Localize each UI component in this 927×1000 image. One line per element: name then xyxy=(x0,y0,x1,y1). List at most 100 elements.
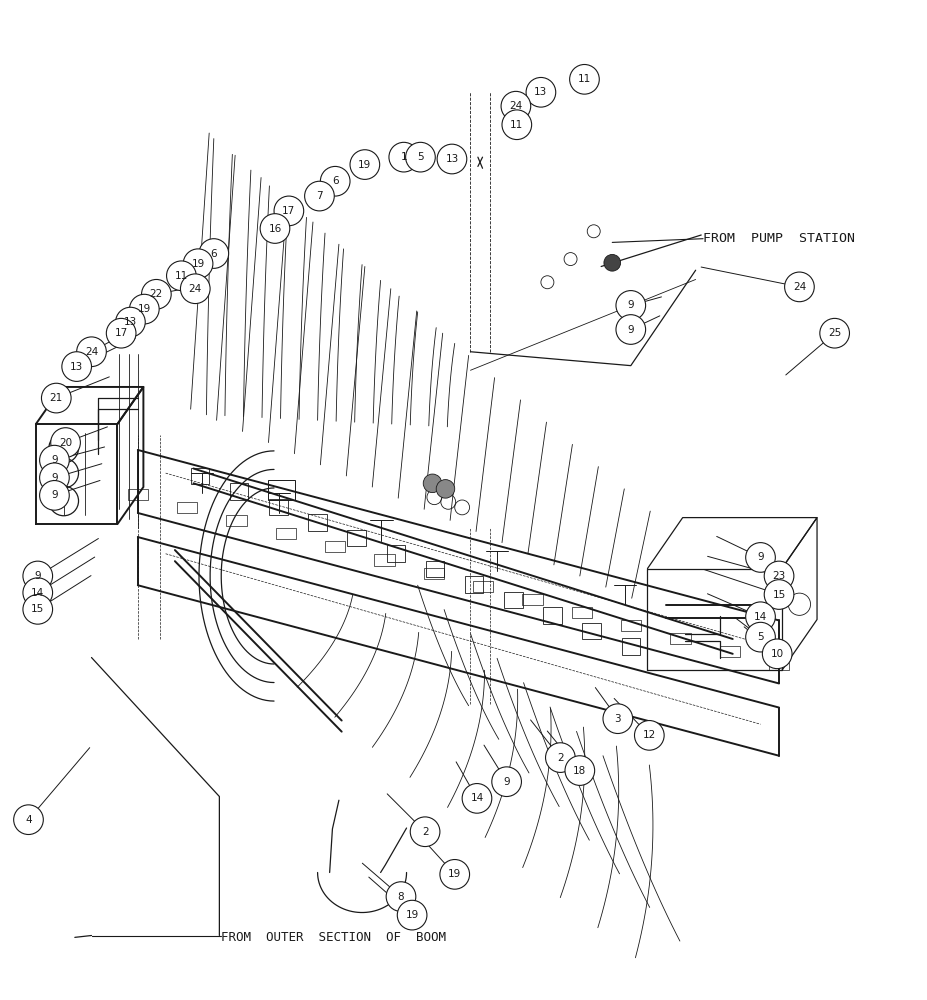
Text: 2: 2 xyxy=(421,827,428,837)
Circle shape xyxy=(819,318,848,348)
Bar xyxy=(177,502,197,513)
Text: 17: 17 xyxy=(282,206,295,216)
Text: 9: 9 xyxy=(627,325,633,335)
Circle shape xyxy=(616,291,645,320)
Text: 15: 15 xyxy=(32,604,44,614)
Text: 19: 19 xyxy=(137,304,151,314)
Text: 9: 9 xyxy=(502,777,510,787)
Text: FROM  OUTER  SECTION  OF  BOOM: FROM OUTER SECTION OF BOOM xyxy=(221,931,446,944)
Circle shape xyxy=(51,428,81,457)
Text: 9: 9 xyxy=(756,552,763,562)
Text: 14: 14 xyxy=(753,612,767,622)
Circle shape xyxy=(320,166,349,196)
Bar xyxy=(324,541,345,552)
Text: 9: 9 xyxy=(51,473,57,483)
Circle shape xyxy=(502,110,531,140)
Bar xyxy=(347,530,365,546)
Text: 1: 1 xyxy=(400,152,407,162)
Text: 14: 14 xyxy=(470,793,483,803)
Bar xyxy=(718,646,739,657)
Circle shape xyxy=(603,254,620,271)
Circle shape xyxy=(783,272,813,302)
Circle shape xyxy=(23,561,53,591)
Bar xyxy=(522,594,542,605)
Circle shape xyxy=(42,383,71,413)
Circle shape xyxy=(634,721,664,750)
Circle shape xyxy=(40,463,70,493)
Circle shape xyxy=(260,214,289,243)
Circle shape xyxy=(569,64,599,94)
Bar xyxy=(386,545,404,562)
Circle shape xyxy=(40,481,70,510)
Text: 24: 24 xyxy=(792,282,806,292)
Circle shape xyxy=(545,743,575,772)
Text: 24: 24 xyxy=(188,284,202,294)
Circle shape xyxy=(166,261,196,291)
Text: 13: 13 xyxy=(123,317,137,327)
Circle shape xyxy=(436,480,454,498)
Bar xyxy=(275,528,296,539)
Text: 11: 11 xyxy=(174,271,188,281)
Text: 10: 10 xyxy=(769,649,783,659)
Text: 11: 11 xyxy=(578,74,590,84)
Circle shape xyxy=(501,91,530,121)
Bar xyxy=(473,581,493,592)
Circle shape xyxy=(762,639,791,669)
Circle shape xyxy=(304,181,334,211)
Text: 13: 13 xyxy=(534,87,547,97)
Circle shape xyxy=(764,561,793,591)
Circle shape xyxy=(437,144,466,174)
Bar xyxy=(669,633,690,644)
Circle shape xyxy=(116,307,146,337)
Circle shape xyxy=(462,784,491,813)
Bar xyxy=(423,568,443,579)
Circle shape xyxy=(77,337,107,367)
Bar xyxy=(230,483,248,500)
Text: 19: 19 xyxy=(358,160,371,170)
Bar xyxy=(190,468,209,484)
Bar xyxy=(621,638,640,655)
Text: 13: 13 xyxy=(445,154,458,164)
Text: 12: 12 xyxy=(642,730,655,740)
Circle shape xyxy=(764,580,793,609)
Circle shape xyxy=(62,352,92,381)
Circle shape xyxy=(745,602,774,632)
Text: 22: 22 xyxy=(149,289,163,299)
Text: 9: 9 xyxy=(51,490,57,500)
Bar xyxy=(374,554,394,566)
Circle shape xyxy=(616,315,645,344)
Circle shape xyxy=(745,543,774,572)
Circle shape xyxy=(388,142,418,172)
Text: 5: 5 xyxy=(756,632,763,642)
Circle shape xyxy=(491,767,521,797)
Text: 5: 5 xyxy=(417,152,424,162)
Circle shape xyxy=(107,318,136,348)
Bar xyxy=(269,499,287,515)
Circle shape xyxy=(142,279,171,309)
Text: 19: 19 xyxy=(191,259,205,269)
Text: 15: 15 xyxy=(771,590,785,600)
Bar xyxy=(226,515,247,526)
Bar xyxy=(542,607,561,624)
Circle shape xyxy=(130,294,159,324)
Text: 6: 6 xyxy=(332,176,338,186)
Bar xyxy=(503,592,522,608)
Circle shape xyxy=(397,900,426,930)
Bar xyxy=(308,514,326,531)
Text: 25: 25 xyxy=(827,328,841,338)
Text: 24: 24 xyxy=(509,101,522,111)
Text: 13: 13 xyxy=(70,362,83,372)
Circle shape xyxy=(603,704,632,734)
Text: 7: 7 xyxy=(316,191,323,201)
Text: 14: 14 xyxy=(32,588,44,598)
Circle shape xyxy=(273,196,303,226)
Circle shape xyxy=(405,142,435,172)
Text: 18: 18 xyxy=(573,766,586,776)
Bar xyxy=(571,607,591,618)
Circle shape xyxy=(565,756,594,785)
Circle shape xyxy=(349,150,379,179)
Bar xyxy=(128,489,148,500)
Bar xyxy=(267,480,295,500)
Text: 17: 17 xyxy=(114,328,128,338)
Bar xyxy=(768,659,788,670)
